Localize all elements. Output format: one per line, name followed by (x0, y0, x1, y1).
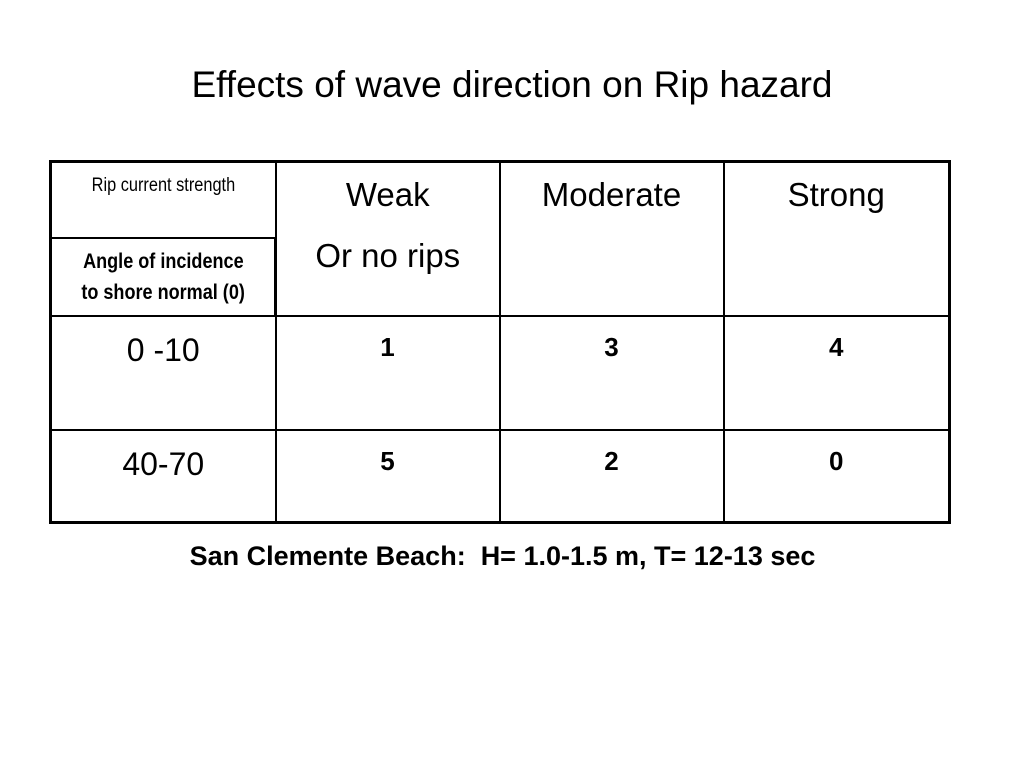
column-header-weak-line2: Or no rips (315, 237, 461, 274)
table-cell: 2 (604, 446, 619, 476)
column-header-weak-line1: Weak (345, 176, 430, 213)
column-header-moderate-label: Moderate (541, 176, 682, 213)
corner-header-angle: Angle of incidence to shore normal (0) (49, 237, 277, 317)
rip-hazard-table: Rip current strength Weak Or no rips Mod… (49, 160, 951, 524)
beach-conditions-caption: San Clemente Beach: H= 1.0-1.5 m, T= 12-… (189, 541, 816, 571)
column-header-weak: Weak Or no rips (274, 160, 501, 317)
table-cell: 5 (380, 446, 395, 476)
corner-header-strength: Rip current strength (49, 160, 277, 239)
row-label: 40-70 (122, 446, 205, 482)
corner-bottom-line1: Angle of incidence (82, 250, 244, 273)
table-row: 0 -10 1 3 4 (49, 315, 951, 431)
corner-bottom-line2: to shore normal (0) (81, 281, 245, 304)
corner-top-label: Rip current strength (91, 175, 235, 196)
table-cell: 0 (829, 446, 844, 476)
table-cell: 1 (380, 332, 395, 362)
column-header-moderate: Moderate (498, 160, 725, 317)
page-title: Effects of wave direction on Rip hazard (191, 64, 833, 105)
row-label: 0 -10 (126, 332, 200, 368)
table-cell: 3 (604, 332, 619, 362)
table-row: 40-70 5 2 0 (49, 429, 951, 524)
column-header-strong: Strong (722, 160, 951, 317)
table-cell: 4 (829, 332, 844, 362)
column-header-strong-label: Strong (787, 176, 885, 213)
